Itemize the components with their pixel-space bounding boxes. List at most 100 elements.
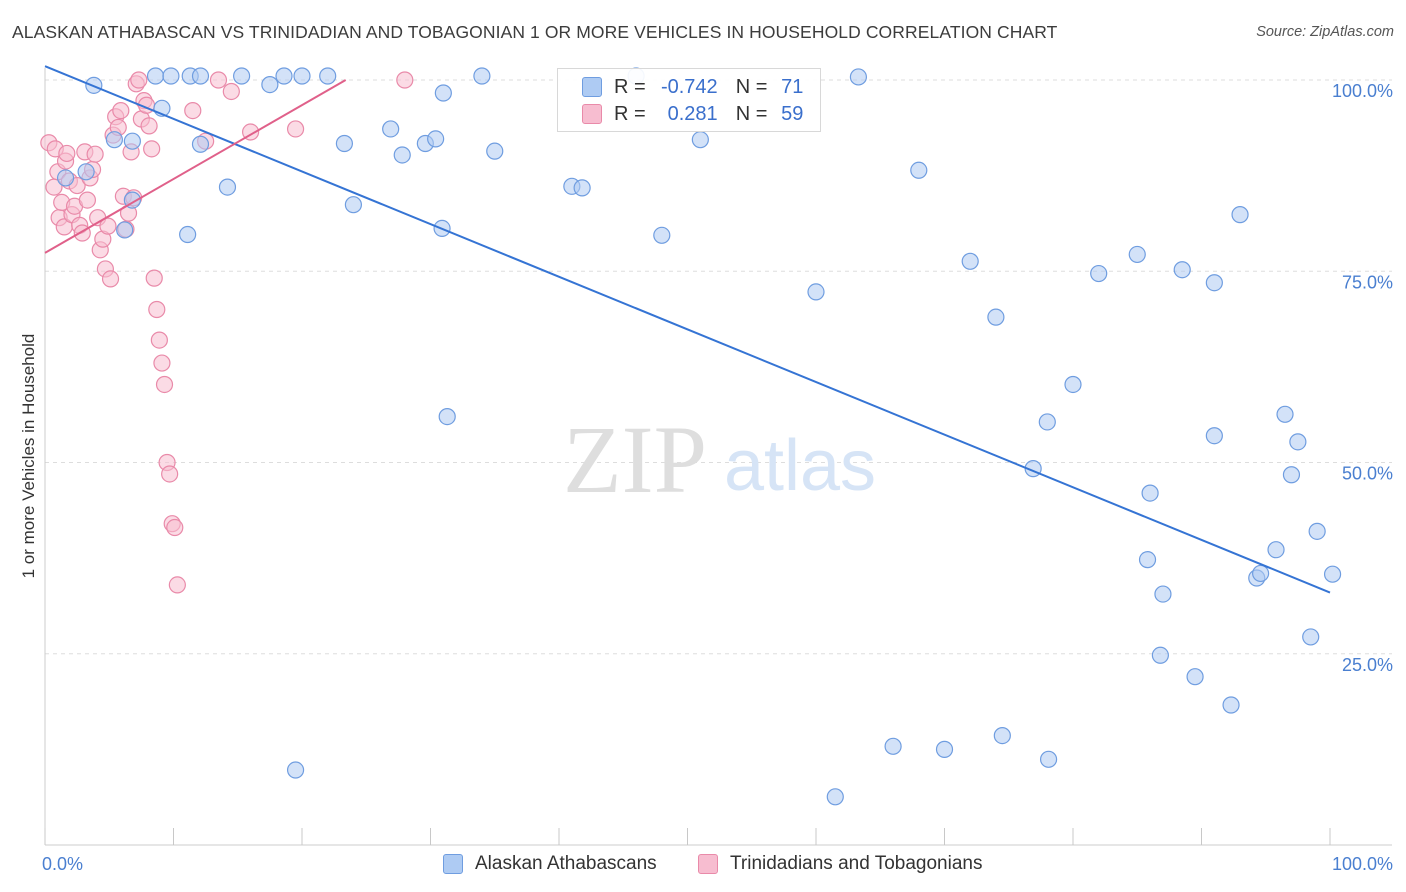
alaskan-point xyxy=(319,67,337,85)
alaskan-point xyxy=(261,75,279,94)
alaskan-point xyxy=(233,67,251,85)
alaskan-point xyxy=(1038,413,1056,431)
y-tick-label: 100.0% xyxy=(1332,81,1393,101)
alaskan-point xyxy=(1282,466,1301,484)
alaskan-point xyxy=(191,135,210,153)
alaskan-point xyxy=(935,740,954,758)
trinidadian-point xyxy=(168,576,186,594)
alaskan-point xyxy=(1302,628,1320,646)
alaskan-point xyxy=(1154,585,1172,603)
alaskan-point xyxy=(473,67,491,85)
legend-r-label: R = xyxy=(614,102,646,125)
legend-n-label: N = xyxy=(735,102,768,125)
legend-n-value: 71 xyxy=(781,75,804,98)
trinidadian-point xyxy=(161,465,179,483)
alaskan-point xyxy=(191,67,210,85)
bottom-legend-label: Trinidadians and Tobagonians xyxy=(730,853,983,874)
legend-r-label: R = xyxy=(614,75,646,98)
legend-r-value: -0.742 xyxy=(660,75,718,98)
trinidadian-point xyxy=(150,331,168,349)
alaskan-point xyxy=(1141,484,1159,502)
bottom-legend-alaskan: Alaskan Athabascans xyxy=(443,851,657,877)
y-tick-label: 50.0% xyxy=(1342,464,1393,484)
alaskan-point xyxy=(1138,551,1157,569)
trinidadian-point xyxy=(99,217,117,235)
series-trinidadians-points xyxy=(40,71,414,594)
alaskan-point xyxy=(105,131,123,149)
trinidadian-point xyxy=(286,120,305,138)
trinidadian-point xyxy=(143,140,161,158)
alaskan-point xyxy=(1064,375,1082,394)
source-label: Source: ZipAtlas.com xyxy=(1256,24,1394,40)
tick-labels: 100.0% 75.0% 50.0% 25.0% 0.0% 100.0% xyxy=(42,81,1393,874)
alaskan-point xyxy=(1151,646,1169,664)
alaskan-point xyxy=(961,252,979,270)
alaskan-point xyxy=(486,142,504,160)
y-tick-label: 25.0% xyxy=(1342,655,1393,675)
alaskan-point xyxy=(1222,696,1240,714)
trinidadian-point xyxy=(101,270,120,288)
alaskan-point xyxy=(393,146,411,164)
trinidadian-point xyxy=(86,145,104,163)
watermark-atlas: atlas xyxy=(724,426,876,506)
x-tick-label: 0.0% xyxy=(42,854,83,874)
y-tick-label: 75.0% xyxy=(1342,272,1393,292)
alaskan-point xyxy=(884,737,902,755)
bottom-legend-label: Alaskan Athabascans xyxy=(475,853,657,874)
alaskan-point xyxy=(77,163,95,181)
alaskan-point xyxy=(1090,264,1108,283)
trinidadian-point xyxy=(112,101,130,120)
alaskan-point xyxy=(910,161,928,179)
trinidadian-point xyxy=(396,71,414,89)
alaskan-point xyxy=(179,225,197,244)
alaskan-point xyxy=(807,283,825,301)
trendlines xyxy=(44,65,1331,594)
alaskan-point xyxy=(434,84,452,102)
alaskan-point xyxy=(382,120,400,138)
grid-lines xyxy=(45,79,1392,655)
trinidadian-point xyxy=(140,117,158,135)
legend-row-alaskan: R = -0.742 N = 71 xyxy=(582,74,803,100)
alaskan-point xyxy=(1231,206,1249,224)
trinidadian-point xyxy=(209,71,228,89)
alaskan-point xyxy=(1186,668,1204,686)
alaskan-point xyxy=(427,130,445,148)
legend-r-value: 0.281 xyxy=(667,102,718,125)
alaskan-point xyxy=(56,169,75,187)
alaskan-point xyxy=(653,226,671,244)
series-alaskan-points xyxy=(56,67,1342,806)
alaskan-point xyxy=(993,727,1011,745)
alaskan-point xyxy=(286,761,305,779)
alaskan-point xyxy=(146,67,165,85)
trinidadian-point xyxy=(222,82,240,101)
alaskan-point xyxy=(1205,274,1223,292)
alaskan-point xyxy=(691,131,709,149)
trinidadian-point xyxy=(58,144,76,163)
alaskan-point xyxy=(1205,427,1223,445)
chart-title: ALASKAN ATHABASCAN VS TRINIDADIAN AND TO… xyxy=(12,22,1058,42)
alaskan-point xyxy=(1289,433,1307,451)
alaskan-point xyxy=(1128,245,1146,264)
alaskan-point xyxy=(1039,750,1058,768)
alaskan-point xyxy=(849,68,868,86)
alaskan-point xyxy=(1173,261,1191,279)
legend-swatch-blue xyxy=(582,77,602,97)
trinidadian-point xyxy=(78,191,97,209)
alaskan-point xyxy=(116,221,134,239)
alaskan-point xyxy=(344,196,362,214)
trinidadian-point xyxy=(145,269,163,287)
bottom-legend-swatch-blue xyxy=(443,854,463,874)
alaskan-point xyxy=(573,179,591,197)
trinidadian-point xyxy=(155,375,174,394)
alaskan-point xyxy=(1276,405,1294,423)
x-tick-label: 100.0% xyxy=(1332,854,1393,874)
bottom-legend-trinidadian: Trinidadians and Tobagonians xyxy=(698,851,982,877)
alaskan-point xyxy=(987,308,1005,326)
alaskan-point xyxy=(218,178,237,196)
alaskan-point xyxy=(123,132,141,150)
legend-n-label: N = xyxy=(735,75,768,98)
alaskan-point xyxy=(293,67,311,85)
legend-swatch-pink xyxy=(582,104,602,124)
trinidadian-point xyxy=(184,101,202,120)
